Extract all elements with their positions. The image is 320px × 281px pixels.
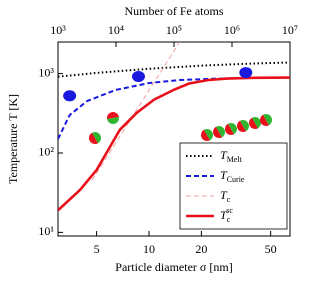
chart: Number of Fe atoms Particle diameter σ [… [6, 4, 298, 274]
plot-layer [58, 42, 290, 212]
legend-label: Tc [220, 188, 231, 204]
x2-title: Number of Fe atoms [125, 4, 224, 18]
x-tick-label: 20 [195, 242, 207, 256]
y-title: Temperature T [K] [6, 94, 20, 184]
legend-label: TCurie [220, 168, 245, 184]
x-title: Particle diameter σ [nm] [115, 260, 232, 274]
data-point [63, 90, 77, 102]
series-line [58, 61, 290, 78]
legend-box [179, 142, 288, 230]
particle-icons [86, 111, 275, 147]
legend-label: Tcsc [220, 206, 233, 224]
x2-tick-label: 10⁵ [166, 23, 182, 37]
x2-tick-label: 10⁷ [282, 23, 298, 37]
x-tick-label: 50 [265, 242, 277, 256]
y-tick-label: 10³ [38, 65, 54, 79]
series-line [58, 76, 290, 140]
x2-tick-label: 10⁴ [108, 23, 124, 37]
x-tick-label: 10 [143, 242, 155, 256]
x2-tick-label: 10³ [50, 23, 66, 37]
legend-label: TMelt [220, 148, 243, 164]
y-tick-label: 10² [38, 145, 54, 159]
data-point [239, 67, 253, 79]
x-tick-label: 5 [94, 242, 100, 256]
x2-tick-label: 10⁶ [224, 23, 240, 37]
data-point [131, 70, 145, 82]
y-tick-label: 10¹ [38, 224, 54, 238]
series-line [58, 76, 290, 212]
series-line [91, 42, 181, 181]
